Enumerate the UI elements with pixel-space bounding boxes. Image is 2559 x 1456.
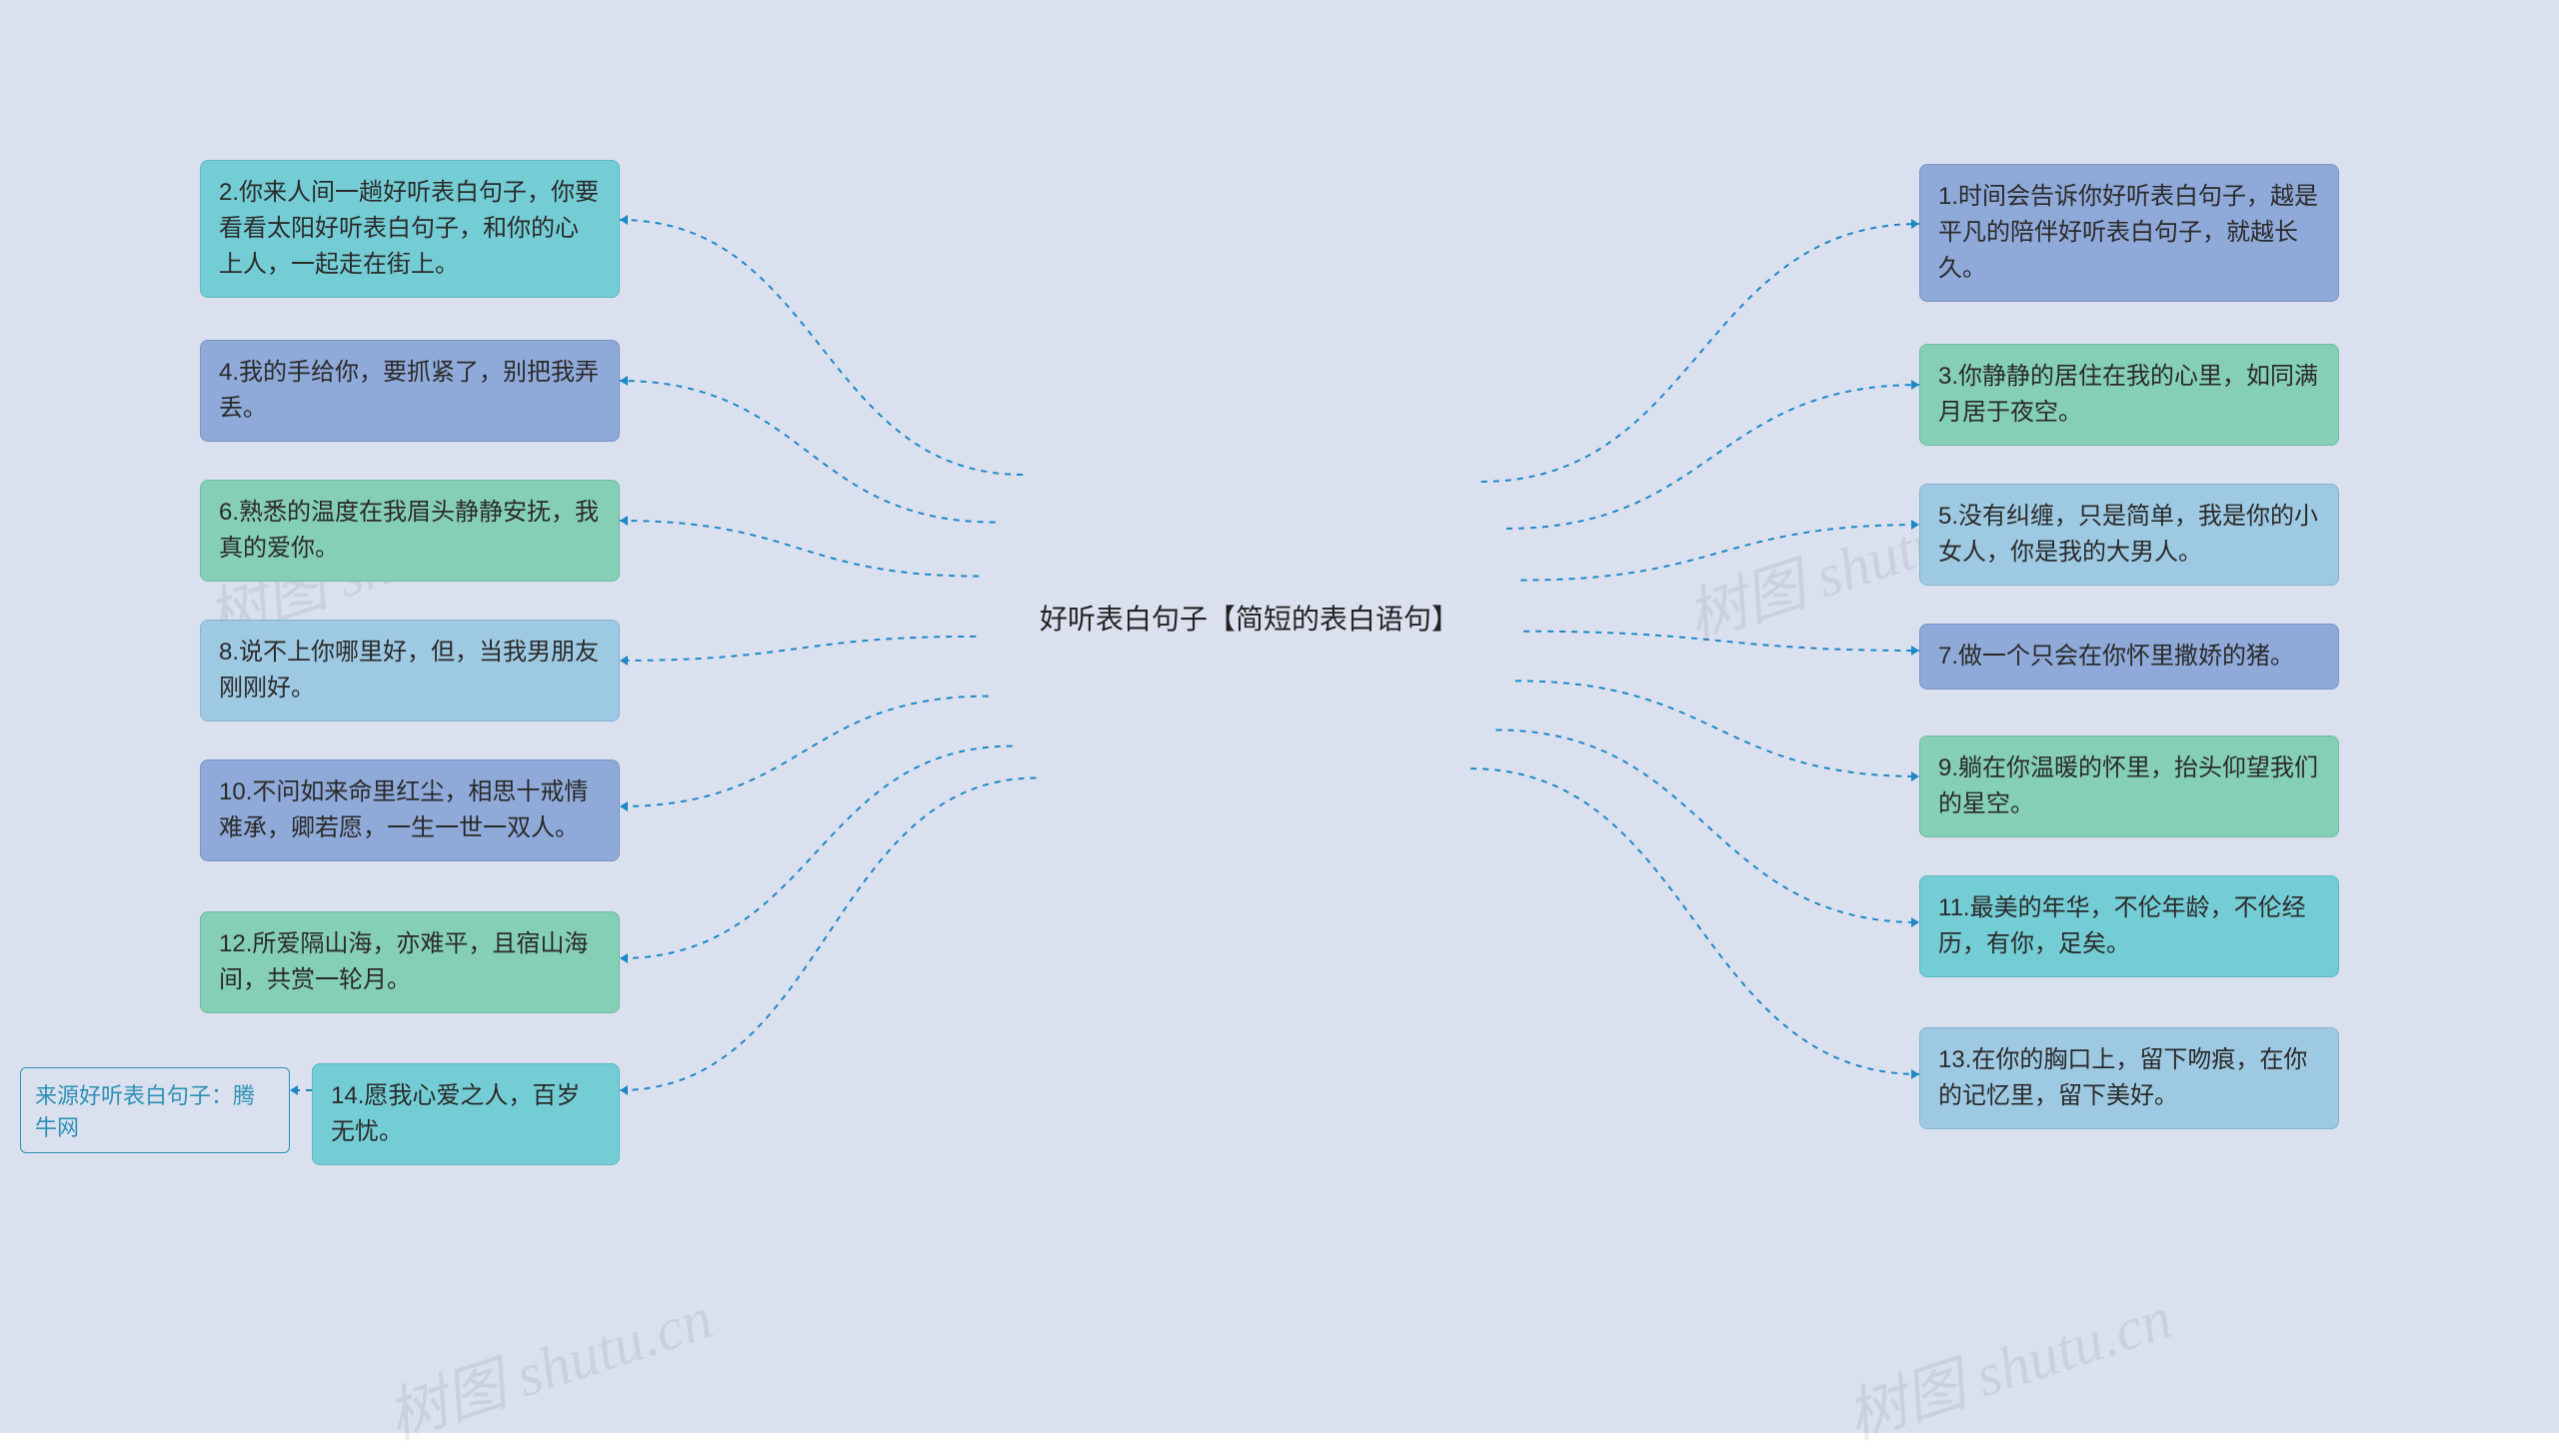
connector	[1481, 224, 1919, 482]
node-text-8: 8.说不上你哪里好，但，当我男朋友刚刚好。	[219, 639, 599, 702]
connector	[1470, 768, 1919, 1074]
left-node-10: 10.不问如来命里红尘，相思十戒情难承，卿若愿，一生一世一双人。	[200, 759, 620, 861]
node-text-12: 12.所爱隔山海，亦难平，且宿山海间，共赏一轮月。	[219, 930, 588, 993]
connector	[1523, 632, 1919, 651]
left-node-8: 8.说不上你哪里好，但，当我男朋友刚刚好。	[200, 620, 620, 722]
center-topic: 好听表白句子【简短的表白语句】	[970, 400, 1529, 919]
right-node-1: 1.时间会告诉你好听表白句子，越是平凡的陪伴好听表白句子，就越长久。	[1919, 164, 2339, 302]
connector	[1520, 525, 1919, 581]
connector-arrow	[290, 1085, 298, 1095]
node-text-10: 10.不问如来命里红尘，相思十戒情难承，卿若愿，一生一世一双人。	[219, 778, 588, 841]
center-title: 好听表白句子【简短的表白语句】	[1040, 599, 1459, 641]
connector	[1515, 681, 1919, 776]
connector-arrow	[1911, 380, 1919, 390]
connector-arrow	[620, 376, 628, 386]
connector	[620, 697, 989, 806]
connector	[1506, 385, 1919, 529]
connector-arrow	[620, 1085, 628, 1095]
node-text-3: 3.你静静的居住在我的心里，如同满月居于夜空。	[1938, 363, 2318, 426]
right-node-13: 13.在你的胸口上，留下吻痕，在你的记忆里，留下美好。	[1919, 1027, 2339, 1129]
connector-arrow	[1911, 646, 1919, 656]
connector	[620, 381, 996, 523]
right-node-9: 9.躺在你温暖的怀里，抬头仰望我们的星空。	[1919, 735, 2339, 837]
connector	[620, 220, 1023, 475]
connector-arrow	[1911, 917, 1919, 927]
node-text-5: 5.没有纠缠，只是简单，我是你的小女人，你是我的大男人。	[1938, 503, 2318, 566]
left-node-12: 12.所爱隔山海，亦难平，且宿山海间，共赏一轮月。	[200, 911, 620, 1013]
connector-arrow	[1911, 771, 1919, 781]
connector	[1495, 729, 1919, 922]
source-label: 来源好听表白句子：腾牛网	[35, 1083, 255, 1140]
mindmap-canvas: 好听表白句子【简短的表白语句】 来源好听表白句子：腾牛网 树图 shutu.cn…	[0, 0, 2559, 1433]
connector	[620, 521, 979, 577]
node-text-14: 14.愿我心爱之人，百岁无忧。	[331, 1082, 580, 1145]
right-node-5: 5.没有纠缠，只是简单，我是你的小女人，你是我的大男人。	[1919, 484, 2339, 586]
connector-arrow	[1911, 520, 1919, 530]
watermark: 树图 shutu.cn	[375, 1269, 722, 1456]
node-text-11: 11.最美的年华，不伦年龄，不伦经历，有你，足矣。	[1938, 894, 2306, 957]
connector-arrow	[620, 215, 628, 225]
source-node: 来源好听表白句子：腾牛网	[20, 1067, 290, 1153]
connector	[620, 746, 1013, 958]
node-text-6: 6.熟悉的温度在我眉头静静安抚，我真的爱你。	[219, 499, 599, 562]
left-node-14: 14.愿我心爱之人，百岁无忧。	[312, 1063, 620, 1165]
left-node-4: 4.我的手给你，要抓紧了，别把我弄丢。	[200, 340, 620, 442]
watermark: 树图 shutu.cn	[1834, 1269, 2181, 1456]
connector-arrow	[620, 656, 628, 666]
connector-arrow	[1911, 219, 1919, 229]
left-node-2: 2.你来人间一趟好听表白句子，你要看看太阳好听表白句子，和你的心上人，一起走在街…	[200, 160, 620, 298]
connector-arrow	[1911, 1069, 1919, 1079]
connector-arrow	[620, 953, 628, 963]
connector	[620, 637, 976, 661]
right-node-7: 7.做一个只会在你怀里撒娇的猪。	[1919, 624, 2339, 690]
node-text-9: 9.躺在你温暖的怀里，抬头仰望我们的星空。	[1938, 754, 2318, 817]
connector-arrow	[620, 801, 628, 811]
node-text-1: 1.时间会告诉你好听表白句子，越是平凡的陪伴好听表白句子，就越长久。	[1938, 183, 2318, 282]
node-text-2: 2.你来人间一趟好听表白句子，你要看看太阳好听表白句子，和你的心上人，一起走在街…	[219, 179, 599, 278]
node-text-7: 7.做一个只会在你怀里撒娇的猪。	[1938, 643, 2294, 670]
right-node-11: 11.最美的年华，不伦年龄，不伦经历，有你，足矣。	[1919, 875, 2339, 977]
left-node-6: 6.熟悉的温度在我眉头静静安抚，我真的爱你。	[200, 480, 620, 582]
node-text-13: 13.在你的胸口上，留下吻痕，在你的记忆里，留下美好。	[1938, 1046, 2307, 1109]
node-text-4: 4.我的手给你，要抓紧了，别把我弄丢。	[219, 359, 599, 422]
connector-arrow	[620, 516, 628, 526]
right-node-3: 3.你静静的居住在我的心里，如同满月居于夜空。	[1919, 344, 2339, 446]
